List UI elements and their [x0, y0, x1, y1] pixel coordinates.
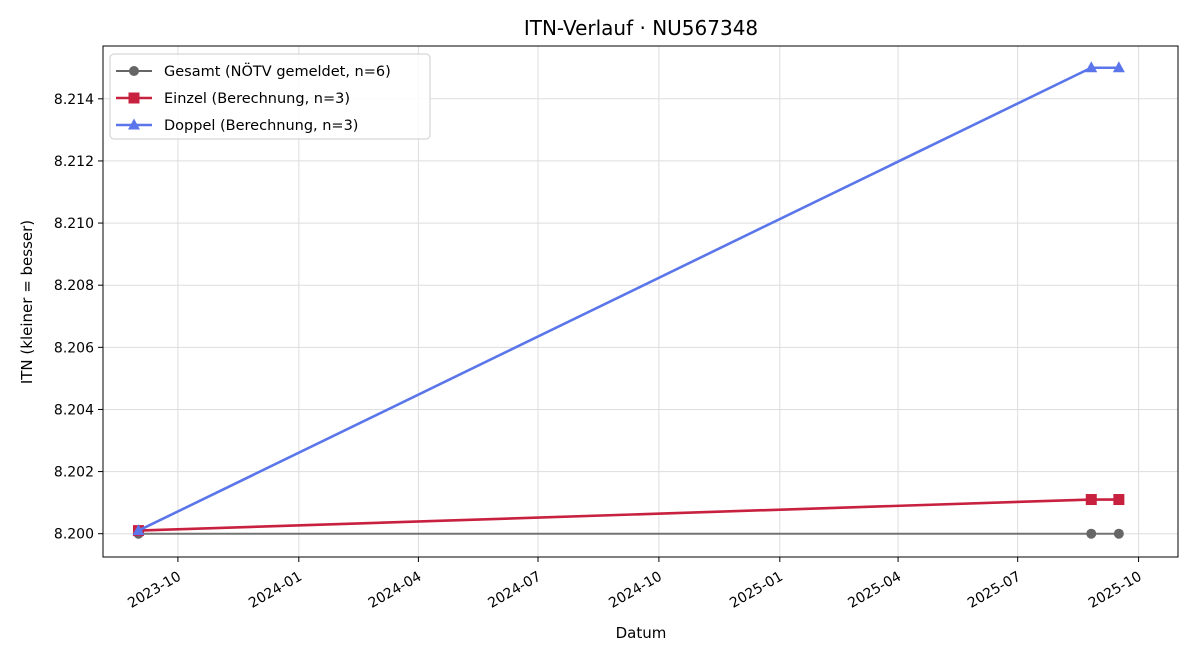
y-tick-label: 8.214 [54, 92, 94, 108]
legend-marker [128, 118, 140, 130]
series-0 [133, 528, 1124, 539]
data-point [1112, 61, 1125, 73]
y-tick-label: 8.200 [54, 527, 94, 543]
legend-box [109, 53, 431, 140]
series-line [138, 498, 1119, 532]
series-1 [132, 494, 1125, 537]
x-axis: 2023-10 2024-01 2024-04 2024-07 2024-10 2025-… [125, 557, 1145, 612]
legend-marker [128, 92, 140, 104]
y-tick-label: 8.206 [54, 340, 94, 356]
x-tick-label: 2025-04 [845, 569, 904, 612]
legend: Gesamt (NÖTV gemeldet, n=6) Einzel (Berec… [109, 53, 431, 140]
data-point [1085, 494, 1097, 506]
chart-title: ITN-Verlauf · NU567348 [524, 16, 758, 40]
data-point [1085, 61, 1098, 73]
x-tick-label: 2024-10 [606, 569, 665, 612]
y-tick-label: 8.208 [54, 278, 94, 294]
y-axis-title: ITN (kleiner = besser) [18, 220, 36, 384]
legend-item: Einzel (Berechnung, n=3) [116, 91, 350, 107]
legend-item: Gesamt (NÖTV gemeldet, n=6) [116, 62, 391, 80]
series-layer [132, 61, 1125, 539]
x-axis-title: Datum [616, 624, 667, 642]
data-point [1113, 528, 1124, 539]
legend-label: Gesamt (NÖTV gemeldet, n=6) [164, 62, 391, 80]
x-tick-label: 2023-10 [125, 569, 184, 612]
y-tick-label: 8.202 [54, 465, 94, 481]
x-tick-label: 2024-01 [246, 569, 305, 612]
data-point [1113, 494, 1125, 506]
y-axis: 8.200 8.202 8.204 8.206 8.208 8.210 8.212 8.214 [54, 92, 103, 543]
x-tick-label: 2025-10 [1086, 569, 1145, 612]
data-point [1086, 528, 1097, 539]
plot-frame [102, 45, 1179, 558]
y-tick-label: 8.210 [54, 216, 94, 232]
x-tick-label: 2025-07 [965, 569, 1024, 612]
x-tick-label: 2024-04 [366, 569, 425, 612]
series-2 [132, 61, 1125, 536]
legend-label: Einzel (Berechnung, n=3) [164, 91, 350, 107]
legend-item: Doppel (Berechnung, n=3) [116, 118, 358, 134]
x-tick-label: 2025-01 [727, 569, 786, 612]
legend-marker [129, 66, 139, 76]
y-tick-label: 8.212 [54, 154, 94, 170]
y-tick-label: 8.204 [54, 402, 94, 418]
data-point [132, 524, 145, 536]
x-tick-label: 2024-07 [485, 569, 544, 612]
legend-label: Doppel (Berechnung, n=3) [164, 118, 358, 134]
